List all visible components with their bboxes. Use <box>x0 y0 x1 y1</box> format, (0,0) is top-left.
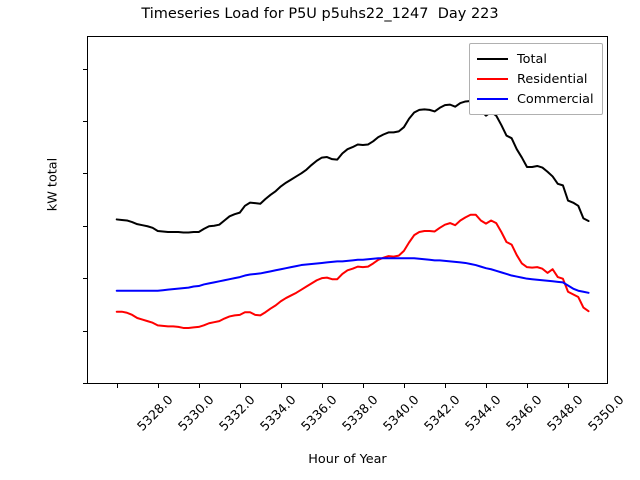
legend-entry: Commercial <box>477 89 594 109</box>
x-axis-label: Hour of Year <box>308 452 387 467</box>
x-tick-label: 5348.0 <box>543 392 586 434</box>
legend-label: Total <box>517 51 547 67</box>
series-line-residential <box>115 213 590 329</box>
legend-line-swatch <box>477 98 508 100</box>
x-tick-label: 5350.0 <box>584 392 627 434</box>
y-axis-label: kW total <box>45 157 61 212</box>
y-tick-mark <box>83 120 87 122</box>
legend-line-swatch <box>477 78 508 80</box>
x-tick-mark <box>116 384 118 388</box>
y-tick-mark <box>83 383 87 385</box>
legend-line-swatch <box>477 58 508 60</box>
x-tick-mark <box>568 384 570 388</box>
x-tick-label: 5334.0 <box>256 392 299 434</box>
x-tick-label: 5338.0 <box>338 392 381 434</box>
x-tick-label: 5342.0 <box>420 392 463 434</box>
y-tick-mark <box>83 68 87 70</box>
x-tick-mark <box>403 384 405 388</box>
y-tick-mark <box>83 278 87 280</box>
legend-label: Residential <box>517 71 588 87</box>
x-tick-label: 5346.0 <box>502 392 545 434</box>
y-tick-mark <box>83 173 87 175</box>
series-line-total <box>115 99 590 234</box>
x-tick-mark <box>239 384 241 388</box>
x-tick-mark <box>486 384 488 388</box>
chart-legend: Total Residential Commercial <box>469 43 603 115</box>
x-tick-label: 5328.0 <box>133 392 176 434</box>
x-tick-mark <box>157 384 159 388</box>
chart-title: Timeseries Load for P5U p5uhs22_1247 Day… <box>141 6 499 22</box>
x-tick-label: 5336.0 <box>297 392 340 434</box>
x-tick-label: 5344.0 <box>461 392 504 434</box>
x-tick-label: 5332.0 <box>215 392 258 434</box>
x-tick-mark <box>321 384 323 388</box>
x-tick-label: 5340.0 <box>379 392 422 434</box>
legend-entry: Total <box>477 49 594 69</box>
legend-entry: Residential <box>477 69 594 89</box>
x-tick-mark <box>198 384 200 388</box>
plot-lines <box>115 99 590 329</box>
x-tick-mark <box>362 384 364 388</box>
y-tick-mark <box>83 225 87 227</box>
x-tick-mark <box>280 384 282 388</box>
x-tick-mark <box>444 384 446 388</box>
y-tick-mark <box>83 330 87 332</box>
x-tick-mark <box>527 384 529 388</box>
legend-label: Commercial <box>517 91 594 107</box>
series-line-commercial <box>115 257 590 294</box>
x-tick-label: 5330.0 <box>174 392 217 434</box>
